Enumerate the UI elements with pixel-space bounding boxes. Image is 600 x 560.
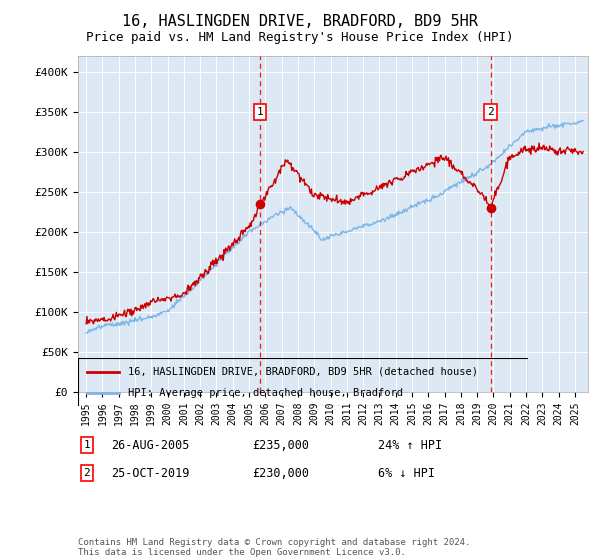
- Text: Contains HM Land Registry data © Crown copyright and database right 2024.
This d: Contains HM Land Registry data © Crown c…: [78, 538, 470, 557]
- Text: 6% ↓ HPI: 6% ↓ HPI: [378, 466, 435, 480]
- Text: 26-AUG-2005: 26-AUG-2005: [111, 438, 190, 452]
- Text: 1: 1: [83, 440, 91, 450]
- Text: 24% ↑ HPI: 24% ↑ HPI: [378, 438, 442, 452]
- Text: £230,000: £230,000: [252, 466, 309, 480]
- Text: 16, HASLINGDEN DRIVE, BRADFORD, BD9 5HR: 16, HASLINGDEN DRIVE, BRADFORD, BD9 5HR: [122, 14, 478, 29]
- Text: 2: 2: [487, 107, 494, 117]
- Text: 1: 1: [256, 107, 263, 117]
- Text: 25-OCT-2019: 25-OCT-2019: [111, 466, 190, 480]
- Text: £235,000: £235,000: [252, 438, 309, 452]
- Text: 2: 2: [83, 468, 91, 478]
- Text: 16, HASLINGDEN DRIVE, BRADFORD, BD9 5HR (detached house): 16, HASLINGDEN DRIVE, BRADFORD, BD9 5HR …: [128, 367, 478, 377]
- Text: Price paid vs. HM Land Registry's House Price Index (HPI): Price paid vs. HM Land Registry's House …: [86, 31, 514, 44]
- Text: HPI: Average price, detached house, Bradford: HPI: Average price, detached house, Brad…: [128, 388, 403, 398]
